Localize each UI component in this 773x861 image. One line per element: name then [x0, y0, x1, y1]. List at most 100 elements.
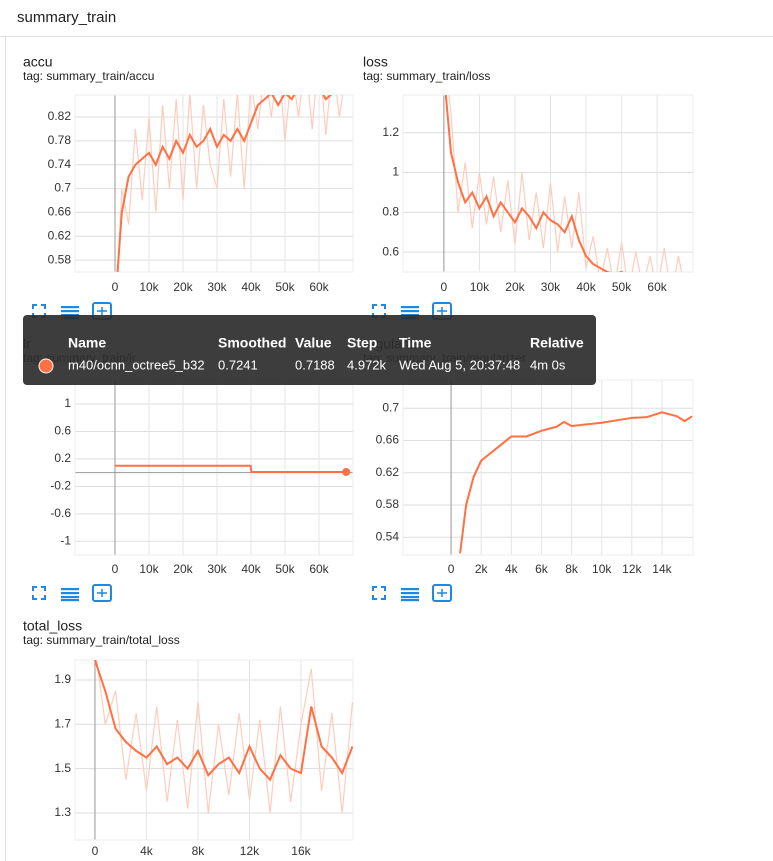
x-tick-label: 20k — [173, 562, 193, 576]
chart-title: loss — [363, 54, 388, 70]
y-tick-label: 1.7 — [54, 716, 71, 730]
x-tick-label: 2k — [475, 562, 489, 576]
tooltip-header: Step — [347, 335, 377, 351]
x-tick-label: 10k — [139, 280, 159, 294]
icon-bar — [401, 306, 419, 309]
y-tick-label: 0.58 — [48, 252, 72, 266]
header-title[interactable]: summary_train — [17, 9, 116, 26]
plot-frame — [402, 94, 694, 273]
chart-title: accu — [23, 54, 53, 70]
chart-toolbar — [32, 584, 112, 602]
chart-subtitle: tag: summary_train/total_loss — [23, 633, 180, 647]
tooltip-header: Smoothed — [218, 335, 286, 351]
icon-corner — [41, 304, 46, 309]
tooltip-header: Time — [399, 335, 432, 351]
x-tick-label: 60k — [309, 280, 329, 294]
y-tick-label: 0.66 — [48, 205, 72, 219]
fullscreen-button[interactable] — [32, 586, 46, 600]
plot-area — [459, 411, 693, 554]
icon-bar — [401, 592, 419, 595]
x-tick-label: 50k — [612, 280, 632, 294]
tooltip-cell: Wed Aug 5, 20:37:48 — [399, 357, 520, 372]
x-tick-label: 50k — [275, 280, 295, 294]
y-tick-label: 0.2 — [54, 451, 71, 465]
icon-bar — [61, 592, 79, 595]
plot-area — [444, 95, 683, 272]
series-line — [116, 95, 333, 272]
y-tick-label: 0.54 — [376, 529, 400, 543]
x-tick-label: 30k — [207, 562, 227, 576]
tooltip-cell: 4.972k — [347, 357, 387, 372]
icon-corner — [372, 595, 377, 600]
icon-bar — [61, 310, 79, 313]
x-tick-label: 50k — [275, 562, 295, 576]
icon-corner — [32, 304, 37, 309]
x-tick-label: 60k — [647, 280, 667, 294]
series-line — [459, 411, 693, 554]
plot-frame — [74, 379, 354, 556]
chart-title: total_loss — [23, 618, 82, 634]
y-tick-label: -0.6 — [50, 506, 71, 520]
y-tick-label: 0.78 — [48, 133, 72, 147]
icon-corner — [381, 586, 386, 591]
x-tick-label: 20k — [173, 280, 193, 294]
x-tick-label: 40k — [241, 280, 261, 294]
x-tick-label: 4k — [505, 562, 519, 576]
y-tick-label: 0.6 — [382, 244, 399, 258]
tooltip-swatch — [38, 358, 54, 374]
chart-toolbar — [372, 584, 452, 602]
series-line — [115, 464, 347, 473]
icon-corner — [32, 586, 37, 591]
icon-corner — [372, 586, 377, 591]
series-line — [448, 95, 683, 272]
tooltip-header: Name — [68, 335, 106, 351]
icon-arrows — [97, 307, 107, 315]
icon-corner — [381, 304, 386, 309]
fit-domain-button[interactable] — [432, 584, 452, 602]
tooltip-cell: 0.7188 — [295, 357, 335, 372]
y-tick-label: 0.6 — [54, 424, 71, 438]
icon-frame — [92, 584, 112, 602]
y-tick-label: 1.3 — [54, 805, 71, 819]
x-tick-label: 0 — [92, 844, 99, 858]
fit-domain-button[interactable] — [92, 584, 112, 602]
icon-bar — [401, 588, 419, 591]
x-tick-label: 30k — [207, 280, 227, 294]
icon-arrows — [97, 589, 107, 597]
log-scale-button[interactable] — [61, 588, 79, 602]
y-tick-label: 1 — [64, 396, 71, 410]
x-tick-label: 40k — [241, 562, 261, 576]
x-tick-label: 20k — [505, 280, 525, 294]
x-tick-label: 8k — [192, 844, 206, 858]
icon-bar — [61, 588, 79, 591]
y-tick-label: 1.9 — [54, 672, 71, 686]
icon-bar — [401, 596, 419, 599]
y-tick-label: 0.7 — [382, 400, 399, 414]
x-tick-label: 10k — [592, 562, 612, 576]
tooltip-cell: 0.7241 — [218, 357, 258, 372]
icon-bar — [61, 599, 79, 602]
x-tick-label: 14k — [652, 562, 672, 576]
icon-bar — [61, 596, 79, 599]
y-tick-label: 0.62 — [48, 228, 72, 242]
plot-area — [116, 95, 344, 272]
icon-bar — [401, 310, 419, 313]
chart-subtitle: tag: summary_train/accu — [23, 69, 154, 83]
x-tick-label: 0 — [112, 562, 119, 576]
tooltip-header: Value — [295, 335, 332, 351]
y-tick-label: 1.2 — [382, 125, 399, 139]
tooltip-cell: m40/ocnn_octree5_b32 — [68, 357, 205, 372]
icon-frame — [432, 584, 452, 602]
x-tick-label: 30k — [541, 280, 561, 294]
plot-frame — [74, 659, 354, 841]
icon-bar — [61, 306, 79, 309]
plot-area — [115, 464, 347, 473]
log-scale-button[interactable] — [401, 588, 419, 602]
icon-bar — [401, 599, 419, 602]
x-tick-label: 0 — [441, 280, 448, 294]
x-tick-label: 60k — [309, 562, 329, 576]
y-tick-label: 0.82 — [48, 109, 72, 123]
fullscreen-button[interactable] — [372, 586, 386, 600]
tooltip-cell: 4m 0s — [530, 357, 566, 372]
